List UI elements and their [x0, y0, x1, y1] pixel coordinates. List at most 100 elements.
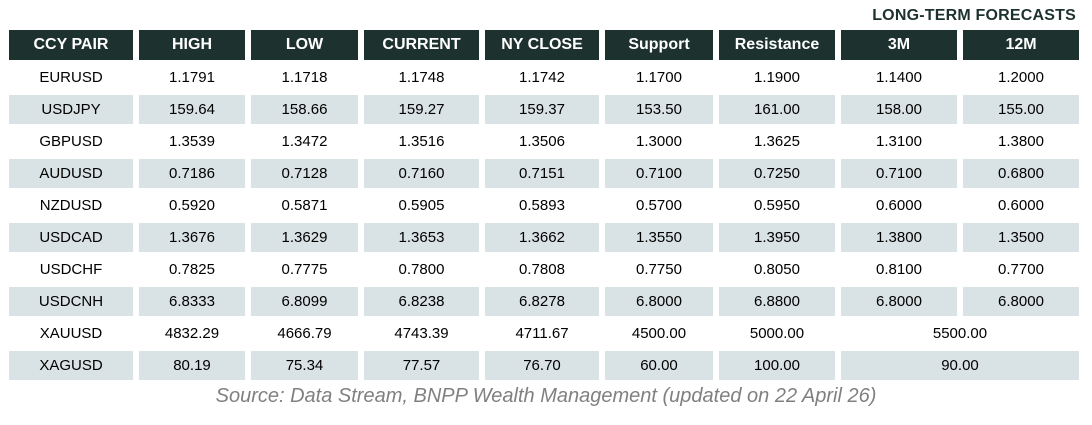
cell-3m: 6.8000 [841, 287, 957, 316]
cell-high: 1.3539 [139, 127, 245, 156]
cell-pair: USDCHF [9, 255, 133, 284]
cell-12m: 6.8000 [963, 287, 1079, 316]
cell-12m: 155.00 [963, 95, 1079, 124]
header-ny-close: NY CLOSE [485, 30, 599, 60]
cell-ny-close: 4711.67 [485, 319, 599, 348]
cell-3m: 1.3100 [841, 127, 957, 156]
cell-3m: 1.1400 [841, 63, 957, 92]
table-row-usdcnh: USDCNH 6.8333 6.8099 6.8238 6.8278 6.800… [9, 287, 1079, 316]
cell-low: 4666.79 [251, 319, 358, 348]
cell-ny-close: 1.1742 [485, 63, 599, 92]
header-current: CURRENT [364, 30, 479, 60]
cell-high: 159.64 [139, 95, 245, 124]
cell-low: 75.34 [251, 351, 358, 380]
table-header-row: CCY PAIR HIGH LOW CURRENT NY CLOSE Suppo… [9, 30, 1079, 60]
cell-current: 0.5905 [364, 191, 479, 220]
table-row-xauusd: XAUUSD 4832.29 4666.79 4743.39 4711.67 4… [9, 319, 1079, 348]
cell-12m: 1.3800 [963, 127, 1079, 156]
cell-ny-close: 1.3662 [485, 223, 599, 252]
cell-high: 0.7186 [139, 159, 245, 188]
table-row-usdchf: USDCHF 0.7825 0.7775 0.7800 0.7808 0.775… [9, 255, 1079, 284]
table-row-gbpusd: GBPUSD 1.3539 1.3472 1.3516 1.3506 1.300… [9, 127, 1079, 156]
cell-current: 1.1748 [364, 63, 479, 92]
cell-pair: EURUSD [9, 63, 133, 92]
cell-resistance: 0.7250 [719, 159, 835, 188]
cell-high: 1.1791 [139, 63, 245, 92]
source-note: Source: Data Stream, BNPP Wealth Managem… [215, 385, 877, 407]
cell-support: 1.3000 [605, 127, 713, 156]
cell-pair: AUDUSD [9, 159, 133, 188]
cell-support: 4500.00 [605, 319, 713, 348]
header-high: HIGH [139, 30, 245, 60]
cell-ny-close: 159.37 [485, 95, 599, 124]
cell-low: 0.7128 [251, 159, 358, 188]
cell-12m: 1.2000 [963, 63, 1079, 92]
cell-ny-close: 1.3506 [485, 127, 599, 156]
cell-3m: 158.00 [841, 95, 957, 124]
header-resistance: Resistance [719, 30, 835, 60]
table-row-nzdusd: NZDUSD 0.5920 0.5871 0.5905 0.5893 0.570… [9, 191, 1079, 220]
fx-forecast-table: CCY PAIR HIGH LOW CURRENT NY CLOSE Suppo… [3, 27, 1085, 383]
cell-high: 0.5920 [139, 191, 245, 220]
cell-ny-close: 0.5893 [485, 191, 599, 220]
cell-support: 6.8000 [605, 287, 713, 316]
table-row-audusd: AUDUSD 0.7186 0.7128 0.7160 0.7151 0.710… [9, 159, 1079, 188]
cell-current: 4743.39 [364, 319, 479, 348]
cell-pair: GBPUSD [9, 127, 133, 156]
cell-ny-close: 76.70 [485, 351, 599, 380]
cell-support: 60.00 [605, 351, 713, 380]
cell-current: 0.7160 [364, 159, 479, 188]
cell-resistance: 6.8800 [719, 287, 835, 316]
header-low: LOW [251, 30, 358, 60]
cell-high: 80.19 [139, 351, 245, 380]
cell-current: 1.3653 [364, 223, 479, 252]
cell-high: 0.7825 [139, 255, 245, 284]
cell-pair: USDCAD [9, 223, 133, 252]
table-row-xagusd: XAGUSD 80.19 75.34 77.57 76.70 60.00 100… [9, 351, 1079, 380]
long-term-forecasts-title: LONG-TERM FORECASTS [872, 7, 1076, 24]
cell-low: 1.3629 [251, 223, 358, 252]
cell-12m: 1.3500 [963, 223, 1079, 252]
cell-resistance: 1.3950 [719, 223, 835, 252]
cell-low: 0.5871 [251, 191, 358, 220]
cell-12m: 0.7700 [963, 255, 1079, 284]
cell-resistance: 1.1900 [719, 63, 835, 92]
header-support: Support [605, 30, 713, 60]
cell-long-term-merged: 90.00 [841, 351, 1079, 380]
cell-resistance: 5000.00 [719, 319, 835, 348]
cell-pair: USDCNH [9, 287, 133, 316]
cell-high: 4832.29 [139, 319, 245, 348]
cell-3m: 0.7100 [841, 159, 957, 188]
cell-ny-close: 0.7808 [485, 255, 599, 284]
cell-resistance: 0.5950 [719, 191, 835, 220]
table-row-eurusd: EURUSD 1.1791 1.1718 1.1748 1.1742 1.170… [9, 63, 1079, 92]
header-ccy-pair: CCY PAIR [9, 30, 133, 60]
cell-current: 77.57 [364, 351, 479, 380]
cell-support: 1.1700 [605, 63, 713, 92]
cell-current: 159.27 [364, 95, 479, 124]
cell-current: 0.7800 [364, 255, 479, 284]
cell-resistance: 1.3625 [719, 127, 835, 156]
cell-low: 158.66 [251, 95, 358, 124]
cell-support: 0.7750 [605, 255, 713, 284]
cell-support: 1.3550 [605, 223, 713, 252]
cell-resistance: 161.00 [719, 95, 835, 124]
header-3m: 3M [841, 30, 957, 60]
cell-support: 0.7100 [605, 159, 713, 188]
cell-support: 0.5700 [605, 191, 713, 220]
table-row-usdjpy: USDJPY 159.64 158.66 159.27 159.37 153.5… [9, 95, 1079, 124]
cell-long-term-merged: 5500.00 [841, 319, 1079, 348]
cell-support: 153.50 [605, 95, 713, 124]
cell-3m: 0.8100 [841, 255, 957, 284]
cell-12m: 0.6000 [963, 191, 1079, 220]
cell-current: 1.3516 [364, 127, 479, 156]
cell-pair: XAUUSD [9, 319, 133, 348]
cell-current: 6.8238 [364, 287, 479, 316]
cell-pair: XAGUSD [9, 351, 133, 380]
header-12m: 12M [963, 30, 1079, 60]
cell-low: 6.8099 [251, 287, 358, 316]
cell-high: 1.3676 [139, 223, 245, 252]
cell-low: 1.1718 [251, 63, 358, 92]
cell-3m: 0.6000 [841, 191, 957, 220]
